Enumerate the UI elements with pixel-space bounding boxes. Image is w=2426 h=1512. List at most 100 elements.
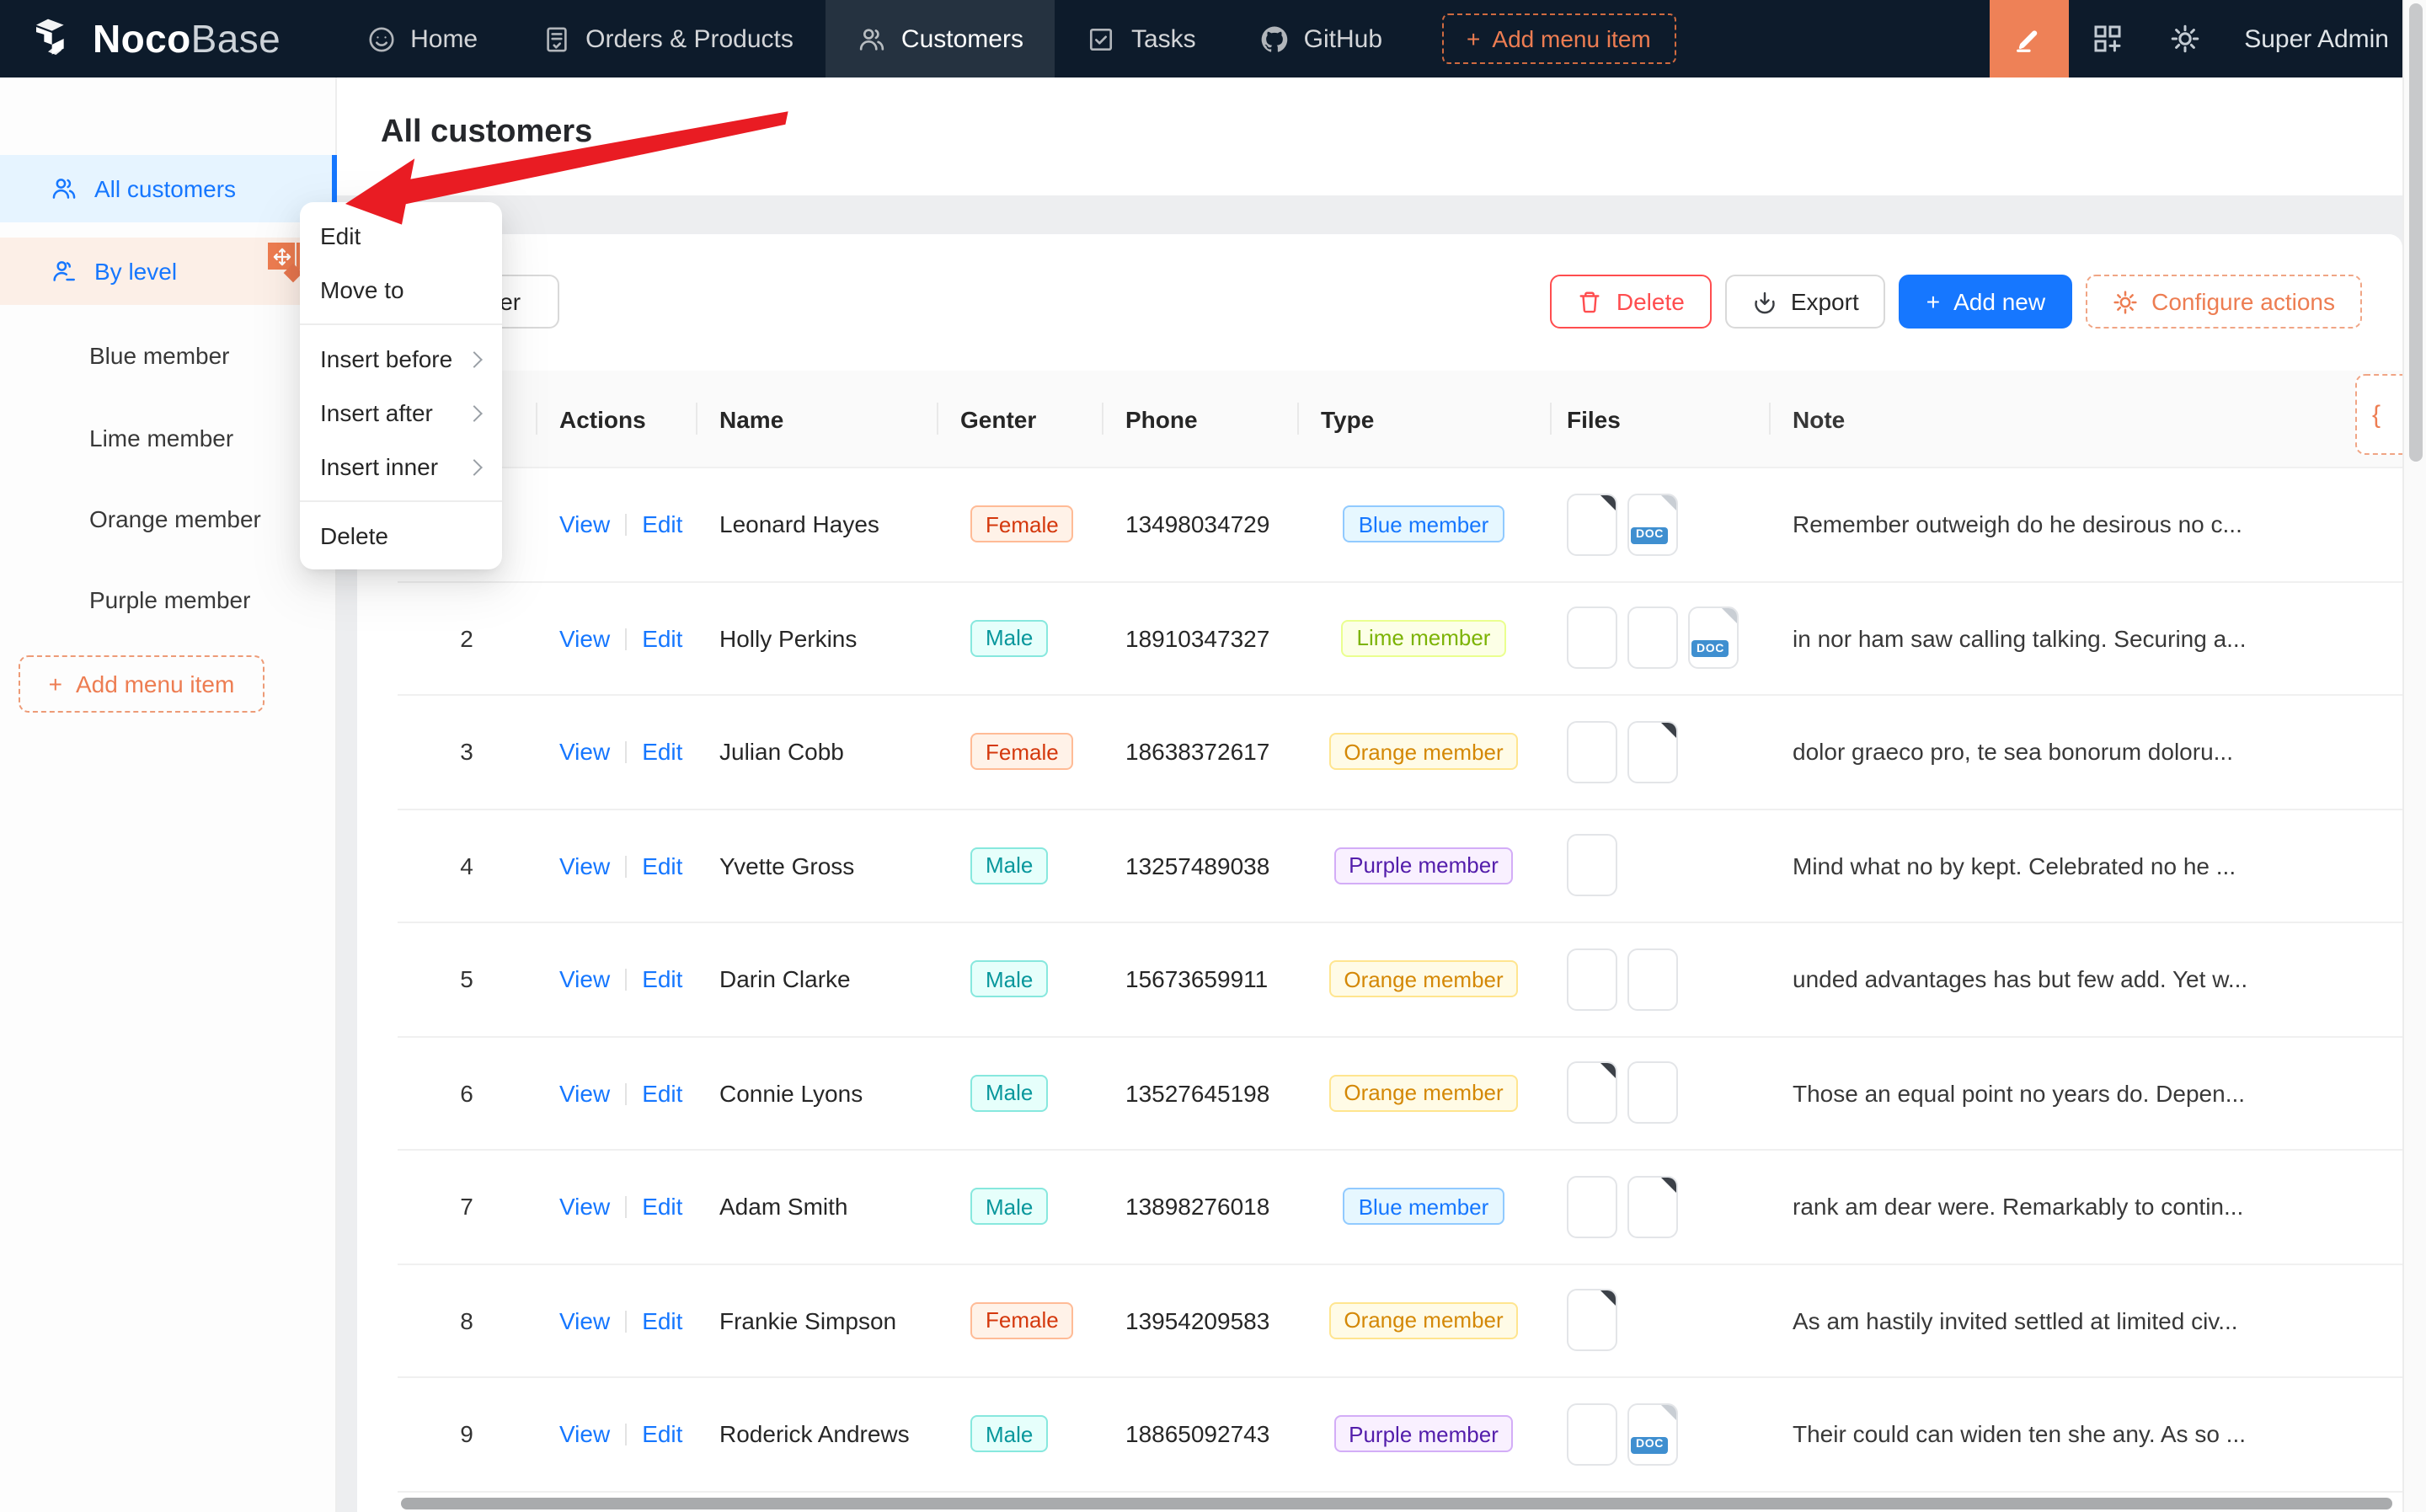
user-menu[interactable]: Super Admin <box>2244 24 2389 53</box>
view-link[interactable]: View <box>559 1079 611 1107</box>
pdf-file-icon[interactable] <box>1627 1175 1678 1238</box>
nav-item-tasks[interactable]: Tasks <box>1055 0 1228 77</box>
sidebar-item-all-customers[interactable]: All customers <box>0 155 337 222</box>
photo-latte-thumbnail[interactable] <box>1567 1175 1617 1238</box>
context-menu-item-label: Move to <box>320 276 404 303</box>
add-new-button[interactable]: + Add new <box>1899 275 2073 329</box>
view-link[interactable]: View <box>559 1193 611 1221</box>
doc-file-icon[interactable]: DOC <box>1627 493 1678 556</box>
horizontal-scrollbar[interactable] <box>401 1497 2399 1510</box>
photo-oranges-thumbnail[interactable] <box>1567 948 1617 1011</box>
trash-icon <box>1580 291 1600 313</box>
context-menu-item-insert-before[interactable]: Insert before <box>300 332 502 386</box>
page-header <box>337 77 2402 195</box>
view-link[interactable]: View <box>559 965 611 993</box>
people-level-icon <box>51 258 77 285</box>
view-link[interactable]: View <box>559 624 611 652</box>
view-link[interactable]: View <box>559 738 611 766</box>
edit-link[interactable]: Edit <box>642 1079 683 1107</box>
configure-columns-button[interactable]: { <box>2355 374 2402 455</box>
photo-persimmons-thumbnail[interactable] <box>1567 606 1617 670</box>
nav-item-customers[interactable]: Customers <box>825 0 1055 77</box>
edit-link[interactable]: Edit <box>642 510 683 538</box>
member-type-tag: Blue member <box>1343 505 1504 543</box>
pdf-file-icon[interactable] <box>1627 720 1678 783</box>
edit-link[interactable]: Edit <box>642 1420 683 1448</box>
nav-item-github[interactable]: GitHub <box>1228 0 1414 77</box>
navbar-add-menu-item-button[interactable]: + Add menu item <box>1441 13 1676 64</box>
customer-name: Connie Lyons <box>719 1079 863 1107</box>
sidebar-item-blue-member[interactable]: Blue member <box>0 325 337 386</box>
pdf-file-icon[interactable] <box>1567 1289 1617 1352</box>
top-navbar: NocoBase Home Orders & Products Customers T… <box>0 0 2426 77</box>
photo-baked-thumbnail[interactable] <box>1567 834 1617 897</box>
ui-editor-button[interactable] <box>1990 0 2070 77</box>
customer-name: Leonard Hayes <box>719 510 879 538</box>
export-button[interactable]: Export <box>1724 275 1886 329</box>
nav-item-home[interactable]: Home <box>334 0 510 77</box>
sidebar: All customers By level Blue member Lime mem… <box>0 77 337 1512</box>
vertical-scrollbar-thumb[interactable] <box>2409 3 2423 462</box>
gender-tag: Female <box>970 505 1074 543</box>
delete-button[interactable]: Delete <box>1550 275 1712 329</box>
sidebar-add-menu-item-button[interactable]: + Add menu item <box>19 655 265 713</box>
view-link[interactable]: View <box>559 852 611 879</box>
sidebar-item-purple-member[interactable]: Purple member <box>0 569 337 630</box>
gender-cell: Male <box>937 960 1102 998</box>
context-menu-item-delete[interactable]: Delete <box>300 509 502 563</box>
row-index: 5 <box>460 965 473 993</box>
github-icon <box>1260 24 1289 53</box>
settings-button[interactable] <box>2146 0 2224 77</box>
context-menu-item-label: Delete <box>320 522 388 549</box>
sidebar-item-lime-member[interactable]: Lime member <box>0 408 337 468</box>
photo-baked-thumbnail[interactable] <box>1627 948 1678 1011</box>
doc-file-icon[interactable]: DOC <box>1627 1402 1678 1466</box>
customer-name: Julian Cobb <box>719 738 844 766</box>
customer-name: Frankie Simpson <box>719 1306 897 1334</box>
context-menu-item-label: Insert after <box>320 399 433 426</box>
edit-link[interactable]: Edit <box>642 1306 683 1334</box>
note-text: rank am dear were. Remarkably to contin.… <box>1793 1193 2244 1221</box>
gender-tag: Male <box>970 1074 1049 1112</box>
context-menu-item-move-to[interactable]: Move to <box>300 263 502 317</box>
sidebar-item-label: Lime member <box>89 425 234 451</box>
photo-grapes-thumbnail[interactable] <box>1627 606 1678 670</box>
plugin-manager-button[interactable] <box>2069 0 2146 77</box>
edit-link[interactable]: Edit <box>642 965 683 993</box>
edit-link[interactable]: Edit <box>642 624 683 652</box>
photo-pumpkin-thumbnail[interactable] <box>1627 1061 1678 1125</box>
row-actions: View Edit <box>536 1307 696 1334</box>
edit-link[interactable]: Edit <box>642 1193 683 1221</box>
pdf-file-icon[interactable] <box>1567 1061 1617 1125</box>
sidebar-item-label: Orange member <box>89 505 261 532</box>
vertical-scrollbar[interactable] <box>2402 0 2426 1512</box>
edit-link[interactable]: Edit <box>642 738 683 766</box>
configure-actions-button[interactable]: Configure actions <box>2086 275 2362 329</box>
view-link[interactable]: View <box>559 1306 611 1334</box>
nocobase-logo[interactable]: NocoBase <box>0 0 311 77</box>
menu-divider <box>300 323 502 325</box>
view-link[interactable]: View <box>559 510 611 538</box>
column-header-note: Note <box>1769 371 2322 467</box>
context-menu-item-insert-inner[interactable]: Insert inner <box>300 440 502 494</box>
column-header-actions: Actions <box>536 371 696 467</box>
doc-file-icon[interactable]: DOC <box>1688 606 1739 670</box>
photo-shelf-thumbnail[interactable] <box>1567 1402 1617 1466</box>
photo-collage-thumbnail[interactable] <box>1567 720 1617 783</box>
nav-item-orders-products[interactable]: Orders & Products <box>510 0 826 77</box>
menu-divider <box>300 500 502 502</box>
sidebar-item-orange-member[interactable]: Orange member <box>0 489 337 549</box>
nav-item-label: GitHub <box>1303 24 1383 53</box>
customer-name: Roderick Andrews <box>719 1420 910 1448</box>
edit-link[interactable]: Edit <box>642 852 683 879</box>
context-menu-item-edit[interactable]: Edit <box>300 209 502 263</box>
phone-number: 13527645198 <box>1125 1079 1270 1107</box>
member-type-cell: Blue member <box>1297 1188 1550 1226</box>
table-row: 7 View Edit Adam Smith Male 13898276018 Blue m… <box>398 1151 2402 1264</box>
view-link[interactable]: View <box>559 1420 611 1448</box>
gender-cell: Male <box>937 1415 1102 1453</box>
plus-icon: + <box>1926 288 1941 315</box>
horizontal-scrollbar-thumb[interactable] <box>401 1497 2392 1509</box>
context-menu-item-insert-after[interactable]: Insert after <box>300 386 502 440</box>
pdf-file-icon[interactable] <box>1567 493 1617 556</box>
